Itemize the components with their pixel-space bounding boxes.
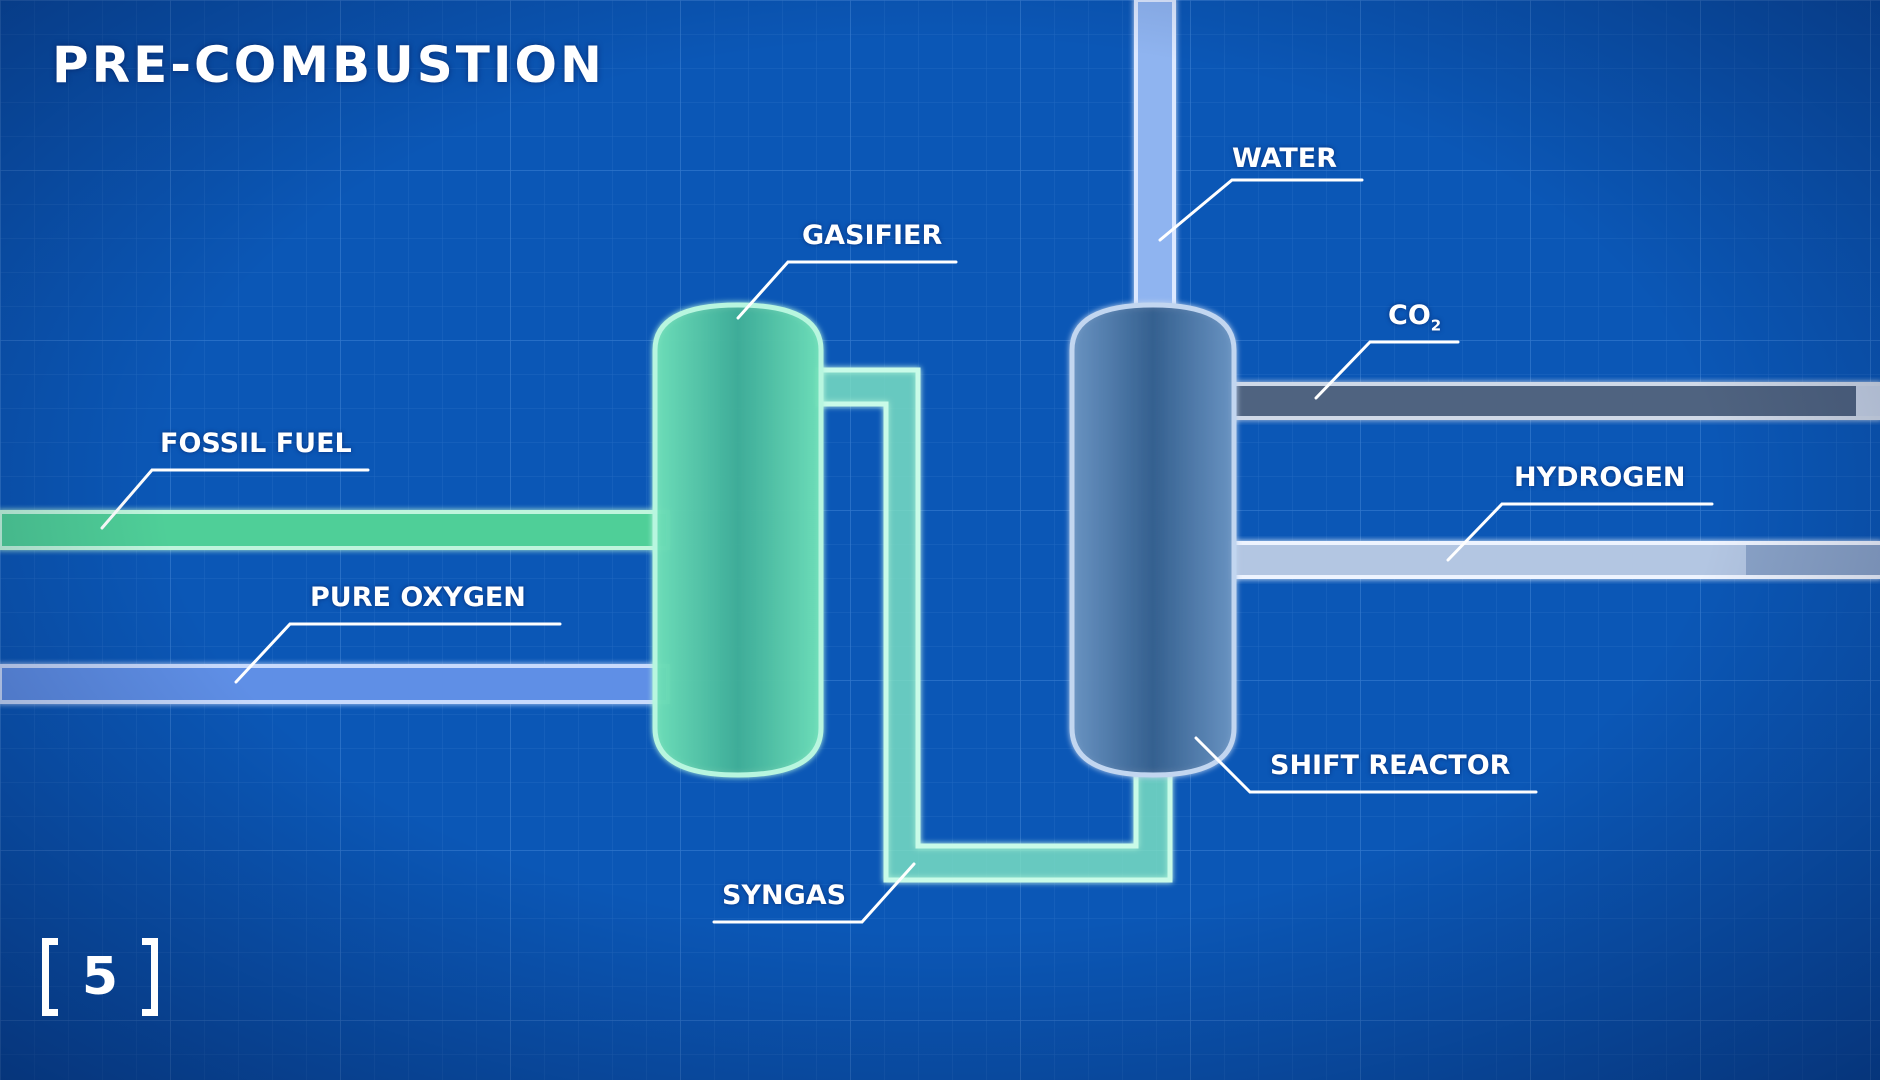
co2-label: CO2	[1388, 300, 1441, 334]
pure-oxygen-pipe	[0, 664, 670, 704]
water-pipe	[1134, 0, 1176, 312]
logo-bracket-right	[142, 938, 158, 1016]
page-title: PRE-COMBUSTION	[52, 36, 605, 94]
fossil-fuel-pipe	[0, 510, 670, 550]
channel-logo: 5	[42, 938, 158, 1022]
co2-pipe	[1228, 382, 1880, 420]
co2-label-subscript: 2	[1430, 316, 1442, 335]
hydrogen-pipe	[1228, 541, 1880, 579]
logo-bracket-left	[42, 938, 58, 1016]
gasifier-vessel	[652, 302, 824, 778]
pure-oxygen-label: PURE OXYGEN	[310, 582, 526, 613]
syngas-label: SYNGAS	[722, 880, 847, 911]
water-label: WATER	[1232, 143, 1338, 174]
gasifier-label: GASIFIER	[802, 220, 943, 251]
logo-number: 5	[81, 947, 119, 1007]
fossil-fuel-label: FOSSIL FUEL	[160, 428, 352, 459]
co2-label-main: CO	[1388, 300, 1431, 331]
shift-reactor-label: SHIFT REACTOR	[1270, 750, 1511, 781]
shift-reactor-vessel	[1069, 302, 1237, 778]
hydrogen-label: HYDROGEN	[1514, 462, 1686, 493]
